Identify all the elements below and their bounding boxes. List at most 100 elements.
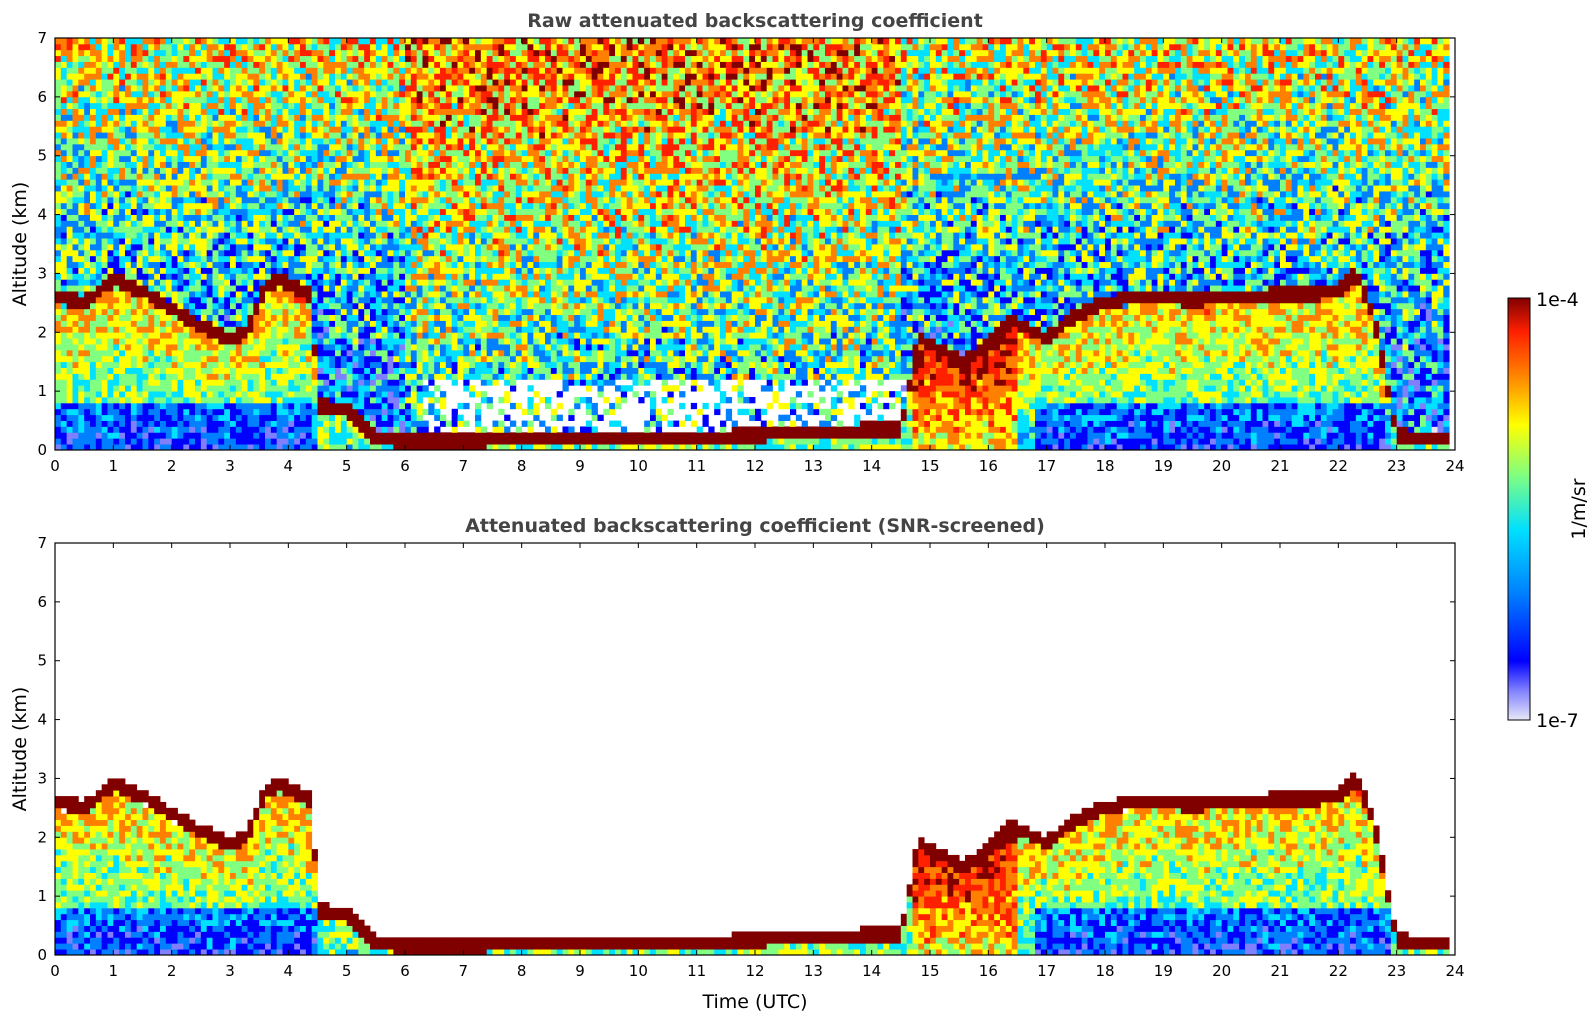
heatmap-cell	[335, 196, 342, 204]
heatmap-cell	[224, 279, 231, 286]
heatmap-cell	[434, 96, 441, 104]
heatmap-cell	[142, 379, 149, 386]
heatmap-cell	[195, 167, 202, 174]
heatmap-cell	[387, 114, 394, 121]
heatmap-cell	[440, 302, 447, 310]
heatmap-cell	[113, 238, 120, 245]
heatmap-cell	[130, 114, 138, 121]
heatmap-cell	[119, 349, 126, 357]
heatmap-cell	[200, 426, 208, 433]
heatmap-cell	[230, 202, 237, 210]
heatmap-cell	[282, 285, 289, 292]
heatmap-cell	[72, 208, 79, 215]
heatmap-cell	[358, 43, 365, 51]
heatmap-cell	[451, 108, 458, 115]
heatmap-cell	[346, 267, 353, 274]
heatmap-cell	[445, 202, 453, 210]
heatmap-cell	[136, 397, 143, 404]
heatmap-cell	[364, 55, 371, 62]
heatmap-cell	[113, 232, 120, 239]
heatmap-cell	[457, 444, 464, 450]
heatmap-cell	[393, 285, 400, 292]
heatmap-cell	[387, 208, 394, 215]
heatmap-cell	[212, 43, 219, 51]
heatmap-cell	[101, 344, 108, 351]
heatmap-cell	[445, 96, 453, 104]
heatmap-cell	[218, 414, 225, 421]
heatmap-cell	[107, 126, 114, 133]
heatmap-cell	[387, 90, 394, 98]
heatmap-cell	[352, 408, 359, 416]
heatmap-cell	[253, 402, 260, 410]
heatmap-cell	[323, 232, 330, 239]
heatmap-cell	[276, 338, 283, 345]
heatmap-cell	[60, 108, 68, 115]
heatmap-cell	[55, 326, 62, 333]
heatmap-cell	[165, 173, 173, 180]
heatmap-cell	[230, 361, 237, 368]
heatmap-cell	[171, 49, 178, 57]
heatmap-cell	[195, 244, 202, 251]
heatmap-cell	[346, 244, 353, 251]
heatmap-cell	[445, 138, 453, 145]
heatmap-cell	[136, 67, 143, 74]
heatmap-cell	[142, 261, 149, 268]
heatmap-cell	[276, 414, 283, 421]
heatmap-cell	[323, 432, 330, 439]
heatmap-cell	[340, 155, 348, 162]
heatmap-cell	[329, 414, 336, 421]
heatmap-cell	[329, 402, 336, 410]
heatmap-cell	[90, 414, 97, 421]
heatmap-cell	[253, 108, 260, 115]
heatmap-cell	[329, 355, 336, 363]
heatmap-cell	[457, 149, 464, 157]
heatmap-cell	[142, 285, 149, 292]
heatmap-cell	[60, 373, 68, 380]
heatmap-cell	[335, 61, 342, 68]
heatmap-cell	[84, 432, 91, 439]
heatmap-cell	[440, 61, 447, 68]
heatmap-cell	[393, 185, 400, 192]
heatmap-cell	[440, 173, 447, 180]
heatmap-cell	[200, 85, 208, 92]
heatmap-cell	[405, 185, 412, 192]
heatmap-cell	[463, 143, 470, 151]
heatmap-cell	[375, 196, 383, 204]
heatmap-cell	[60, 426, 68, 433]
heatmap-cell	[422, 332, 429, 339]
heatmap-cell	[469, 238, 476, 245]
heatmap-cell	[130, 414, 138, 421]
heatmap-cell	[352, 273, 359, 280]
heatmap-cell	[416, 338, 423, 345]
heatmap-cell	[463, 285, 470, 292]
heatmap-cell	[294, 326, 301, 333]
heatmap-cell	[101, 208, 108, 215]
heatmap-cell	[154, 226, 161, 233]
heatmap-cell	[230, 285, 237, 292]
heatmap-cell	[101, 273, 108, 280]
heatmap-cell	[329, 79, 336, 86]
heatmap-cell	[405, 361, 412, 368]
heatmap-cell	[346, 326, 353, 333]
heatmap-cell	[381, 73, 388, 80]
heatmap-cell	[375, 402, 383, 410]
heatmap-cell	[393, 344, 400, 351]
heatmap-cell	[346, 444, 353, 450]
heatmap-cell	[95, 67, 103, 74]
heatmap-cell	[358, 302, 365, 310]
heatmap-cell	[300, 79, 307, 86]
heatmap-cell	[410, 126, 418, 133]
heatmap-cell	[305, 338, 313, 345]
heatmap-cell	[358, 444, 365, 450]
heatmap-cell	[317, 420, 324, 427]
heatmap-cell	[335, 373, 342, 380]
heatmap-cell	[311, 138, 318, 145]
heatmap-cell	[218, 167, 225, 174]
heatmap-cell	[323, 185, 330, 192]
heatmap-cell	[300, 379, 307, 386]
heatmap-cell	[148, 208, 155, 215]
heatmap-cell	[352, 226, 359, 233]
heatmap-cell	[241, 379, 248, 386]
heatmap-cell	[200, 267, 208, 274]
heatmap-cell	[370, 108, 377, 115]
